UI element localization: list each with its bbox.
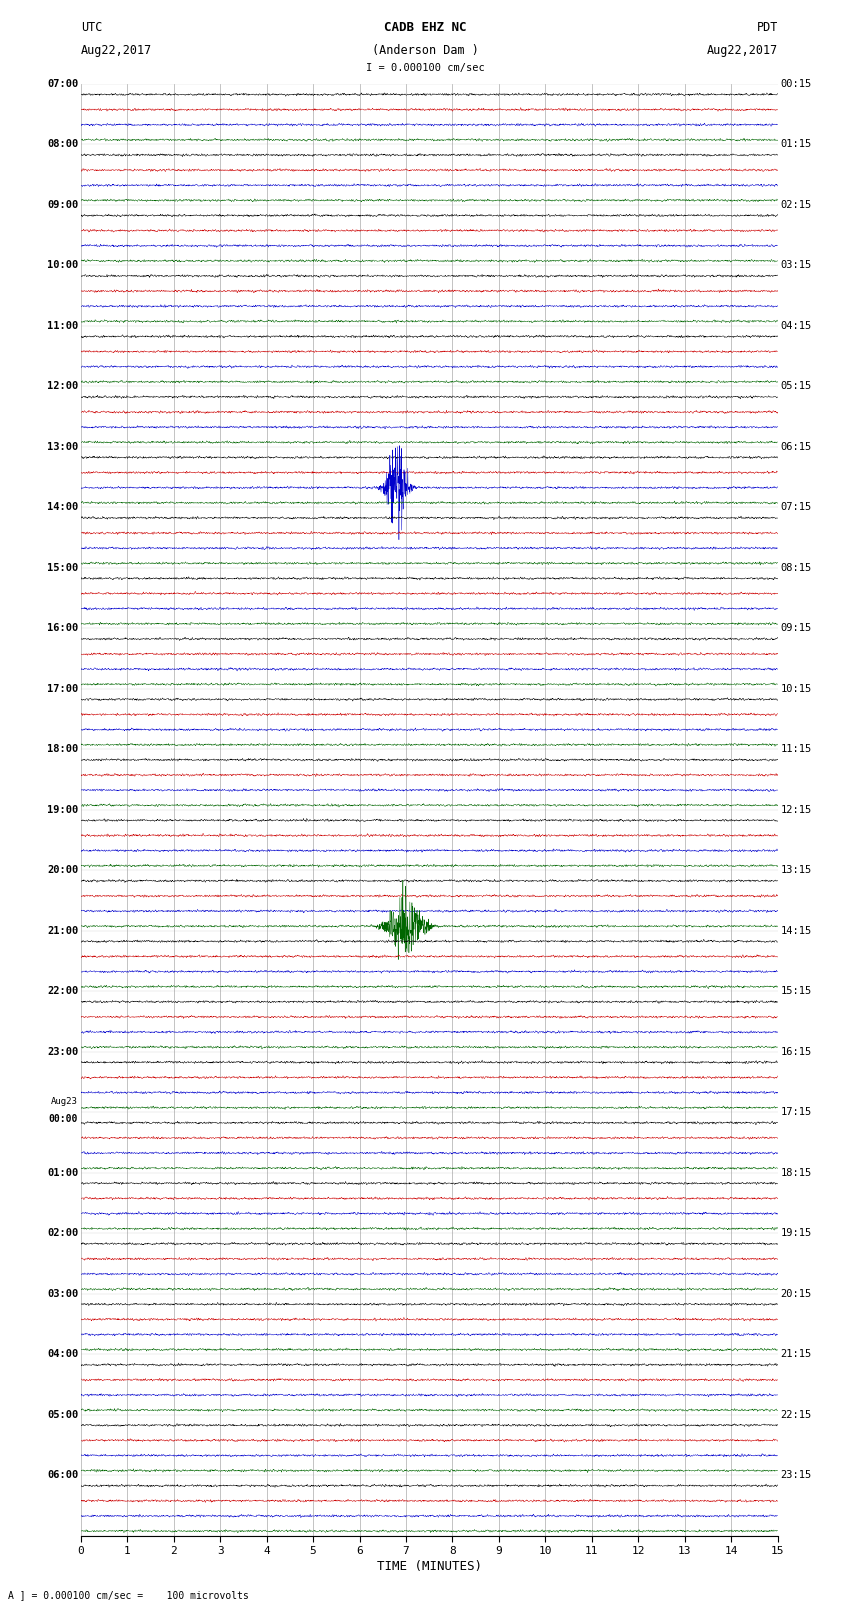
Text: 18:15: 18:15 [780,1168,812,1177]
Text: Aug23: Aug23 [51,1097,78,1107]
Text: 21:15: 21:15 [780,1348,812,1360]
Text: 07:15: 07:15 [780,502,812,513]
Text: I = 0.000100 cm/sec: I = 0.000100 cm/sec [366,63,484,73]
Text: 04:15: 04:15 [780,321,812,331]
Text: 10:00: 10:00 [47,260,78,271]
Text: 05:15: 05:15 [780,381,812,392]
Text: Aug22,2017: Aug22,2017 [706,44,778,56]
Text: 16:15: 16:15 [780,1047,812,1057]
Text: 02:15: 02:15 [780,200,812,210]
Text: 14:00: 14:00 [47,502,78,513]
Text: 17:00: 17:00 [47,684,78,694]
Text: 19:15: 19:15 [780,1227,812,1239]
Text: 13:00: 13:00 [47,442,78,452]
Text: 14:15: 14:15 [780,926,812,936]
Text: 02:00: 02:00 [47,1227,78,1239]
Text: 20:00: 20:00 [47,865,78,876]
Text: 01:00: 01:00 [47,1168,78,1177]
Text: 10:15: 10:15 [780,684,812,694]
Text: A ] = 0.000100 cm/sec =    100 microvolts: A ] = 0.000100 cm/sec = 100 microvolts [8,1590,249,1600]
Text: 21:00: 21:00 [47,926,78,936]
Text: 11:15: 11:15 [780,744,812,755]
Text: 15:15: 15:15 [780,986,812,997]
Text: 13:15: 13:15 [780,865,812,876]
Text: Aug22,2017: Aug22,2017 [81,44,152,56]
Text: 22:15: 22:15 [780,1410,812,1419]
Text: (Anderson Dam ): (Anderson Dam ) [371,44,479,56]
Text: 08:00: 08:00 [47,139,78,150]
Text: 17:15: 17:15 [780,1107,812,1118]
Text: 05:00: 05:00 [47,1410,78,1419]
Text: 19:00: 19:00 [47,805,78,815]
Text: 03:15: 03:15 [780,260,812,271]
Text: 12:15: 12:15 [780,805,812,815]
Text: 23:15: 23:15 [780,1469,812,1481]
Text: CADB EHZ NC: CADB EHZ NC [383,21,467,34]
Text: 09:15: 09:15 [780,623,812,634]
X-axis label: TIME (MINUTES): TIME (MINUTES) [377,1560,482,1573]
Text: 04:00: 04:00 [47,1348,78,1360]
Text: 11:00: 11:00 [47,321,78,331]
Text: 07:00: 07:00 [47,79,78,89]
Text: 01:15: 01:15 [780,139,812,150]
Text: 00:00: 00:00 [48,1115,78,1124]
Text: 08:15: 08:15 [780,563,812,573]
Text: 23:00: 23:00 [47,1047,78,1057]
Text: 20:15: 20:15 [780,1289,812,1298]
Text: 15:00: 15:00 [47,563,78,573]
Text: 06:15: 06:15 [780,442,812,452]
Text: 03:00: 03:00 [47,1289,78,1298]
Text: 22:00: 22:00 [47,986,78,997]
Text: 00:15: 00:15 [780,79,812,89]
Text: 06:00: 06:00 [47,1469,78,1481]
Text: PDT: PDT [756,21,778,34]
Text: 18:00: 18:00 [47,744,78,755]
Text: 09:00: 09:00 [47,200,78,210]
Text: 12:00: 12:00 [47,381,78,392]
Text: UTC: UTC [81,21,102,34]
Text: 16:00: 16:00 [47,623,78,634]
